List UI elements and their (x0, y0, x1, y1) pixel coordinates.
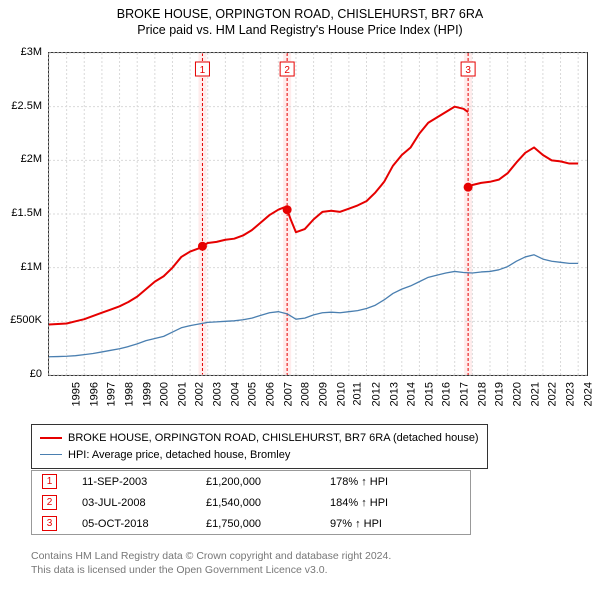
sale-pct: 178% ↑ HPI (330, 476, 460, 488)
chart-plot-area: 1 2 3 (48, 52, 588, 376)
x-tick-label: 2016 (441, 382, 453, 406)
x-tick-label: 2020 (511, 382, 523, 406)
sale-row: 3 05-OCT-2018 £1,750,000 97% ↑ HPI (32, 513, 470, 534)
x-tick-label: 2015 (423, 382, 435, 406)
x-tick-label: 2008 (300, 382, 312, 406)
svg-text:3: 3 (465, 65, 471, 76)
legend-label: BROKE HOUSE, ORPINGTON ROAD, CHISLEHURST… (68, 430, 479, 447)
sale-price: £1,750,000 (206, 518, 326, 530)
x-tick-label: 2012 (370, 382, 382, 406)
svg-text:2: 2 (284, 65, 290, 76)
sale-badge: 1 (42, 474, 57, 489)
x-tick-label: 2007 (282, 382, 294, 406)
x-tick-label: 2013 (388, 382, 400, 406)
chart-title-block: BROKE HOUSE, ORPINGTON ROAD, CHISLEHURST… (0, 0, 600, 39)
x-tick-label: 2024 (582, 382, 594, 406)
footer-attribution: Contains HM Land Registry data © Crown c… (31, 550, 391, 577)
sale-badge: 3 (42, 516, 57, 531)
y-tick-label: £1.5M (0, 207, 42, 219)
sale-pct: 184% ↑ HPI (330, 497, 460, 509)
sale-date: 03-JUL-2008 (82, 497, 202, 509)
x-tick-label: 2017 (459, 382, 471, 406)
x-tick-label: 2006 (265, 382, 277, 406)
y-tick-label: £2M (0, 153, 42, 165)
x-tick-label: 2010 (335, 382, 347, 406)
x-tick-label: 2019 (494, 382, 506, 406)
chart-title-1: BROKE HOUSE, ORPINGTON ROAD, CHISLEHURST… (0, 6, 600, 22)
x-tick-label: 2000 (159, 382, 171, 406)
sale-row: 2 03-JUL-2008 £1,540,000 184% ↑ HPI (32, 492, 470, 513)
sale-date: 05-OCT-2018 (82, 518, 202, 530)
x-tick-label: 2009 (317, 382, 329, 406)
x-tick-label: 2021 (529, 382, 541, 406)
legend-item: HPI: Average price, detached house, Brom… (40, 447, 479, 464)
x-tick-label: 1999 (141, 382, 153, 406)
legend: BROKE HOUSE, ORPINGTON ROAD, CHISLEHURST… (31, 424, 488, 469)
x-tick-label: 1997 (106, 382, 118, 406)
x-tick-label: 2004 (229, 382, 241, 406)
y-tick-label: £1M (0, 261, 42, 273)
sale-pct: 97% ↑ HPI (330, 518, 460, 530)
x-tick-label: 1996 (88, 382, 100, 406)
x-tick-label: 1998 (123, 382, 135, 406)
footer-line-2: This data is licensed under the Open Gov… (31, 564, 391, 578)
x-tick-label: 2003 (212, 382, 224, 406)
y-tick-label: £3M (0, 46, 42, 58)
chart-title-2: Price paid vs. HM Land Registry's House … (0, 22, 600, 38)
legend-label: HPI: Average price, detached house, Brom… (68, 447, 290, 464)
x-tick-label: 2014 (406, 382, 418, 406)
x-tick-label: 2001 (176, 382, 188, 406)
sale-date: 11-SEP-2003 (82, 476, 202, 488)
x-tick-label: 2002 (194, 382, 206, 406)
svg-text:1: 1 (200, 65, 206, 76)
x-tick-label: 2022 (547, 382, 559, 406)
legend-swatch (40, 454, 62, 455)
sale-row: 1 11-SEP-2003 £1,200,000 178% ↑ HPI (32, 471, 470, 492)
y-tick-label: £0 (0, 368, 42, 380)
x-tick-label: 1995 (70, 382, 82, 406)
y-tick-label: £500K (0, 314, 42, 326)
sales-table: 1 11-SEP-2003 £1,200,000 178% ↑ HPI 2 03-JUL-… (31, 470, 471, 535)
x-tick-label: 2005 (247, 382, 259, 406)
sale-price: £1,200,000 (206, 476, 326, 488)
legend-swatch (40, 437, 62, 439)
x-tick-label: 2018 (476, 382, 488, 406)
chart-svg: 1 2 3 (49, 53, 587, 375)
y-tick-label: £2.5M (0, 100, 42, 112)
legend-item: BROKE HOUSE, ORPINGTON ROAD, CHISLEHURST… (40, 430, 479, 447)
footer-line-1: Contains HM Land Registry data © Crown c… (31, 550, 391, 564)
sale-badge: 2 (42, 495, 57, 510)
x-tick-label: 2023 (564, 382, 576, 406)
sale-price: £1,540,000 (206, 497, 326, 509)
x-tick-label: 2011 (352, 382, 364, 406)
